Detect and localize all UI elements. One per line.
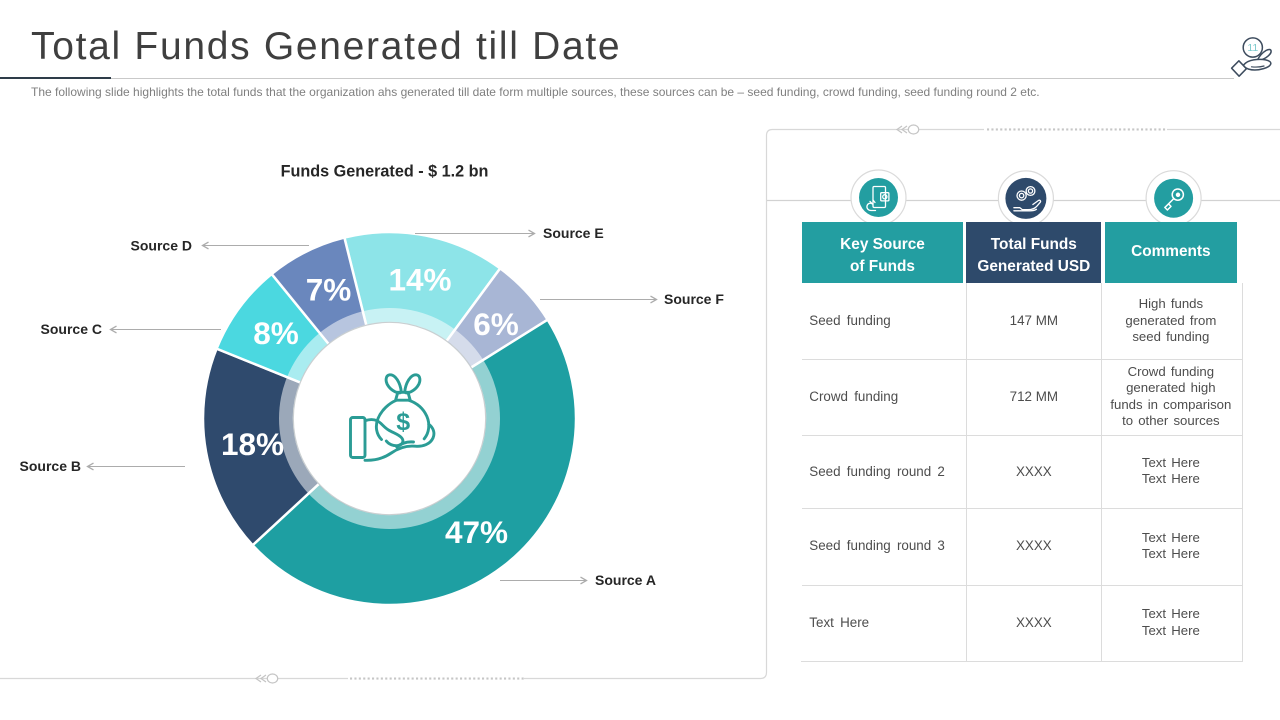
svg-text:11: 11: [1247, 42, 1258, 54]
svg-text:Source B: Source B: [20, 458, 81, 474]
svg-text:Source F: Source F: [664, 291, 724, 307]
svg-text:18%: 18%: [221, 426, 284, 462]
svg-text:6%: 6%: [473, 306, 519, 342]
svg-text:Source A: Source A: [595, 572, 656, 588]
svg-text:$: $: [396, 408, 410, 436]
svg-text:14%: 14%: [388, 262, 451, 298]
svg-text:47%: 47%: [445, 514, 508, 550]
svg-text:7%: 7%: [306, 272, 352, 308]
svg-text:Funds Generated - $ 1.2 bn: Funds Generated - $ 1.2 bn: [281, 163, 489, 181]
svg-text:Source D: Source D: [131, 238, 192, 254]
svg-text:Source E: Source E: [543, 225, 604, 241]
svg-text:8%: 8%: [253, 315, 299, 351]
svg-text:Source C: Source C: [41, 321, 102, 337]
